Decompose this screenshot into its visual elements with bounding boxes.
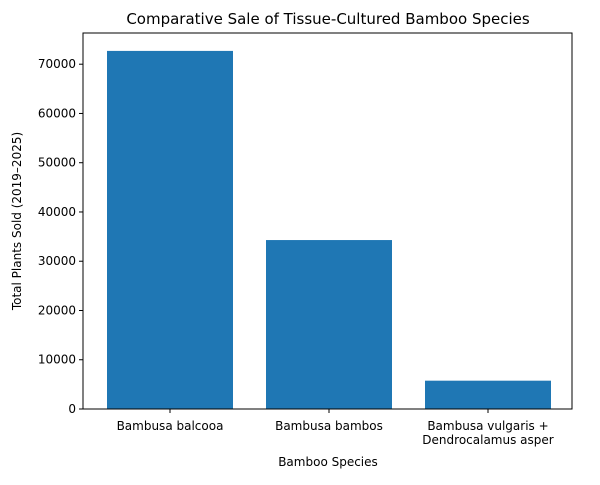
y-tick-label: 0: [68, 402, 76, 416]
y-tick-label: 10000: [38, 353, 76, 367]
y-axis-label: Total Plants Sold (2019–2025): [10, 132, 24, 311]
x-tick-label: Bambusa balcooa: [117, 419, 224, 433]
y-tick-label: 70000: [38, 57, 76, 71]
y-tick-label: 40000: [38, 205, 76, 219]
y-tick-label: 20000: [38, 303, 76, 317]
plot-frame: [82, 32, 573, 410]
y-tick-label: 30000: [38, 254, 76, 268]
bar: [425, 380, 551, 409]
y-tick-label: 60000: [38, 106, 76, 120]
x-tick-label: Bambusa vulgaris +: [427, 419, 548, 433]
x-axis-label: Bamboo Species: [278, 455, 378, 469]
x-tick-label: Dendrocalamus asper: [422, 433, 553, 447]
y-tick-label: 50000: [38, 156, 76, 170]
x-tick-label: Bambusa bambos: [275, 419, 383, 433]
bar: [266, 240, 392, 409]
bar: [107, 50, 233, 410]
chart-title: Comparative Sale of Tissue-Cultured Bamb…: [126, 10, 530, 28]
